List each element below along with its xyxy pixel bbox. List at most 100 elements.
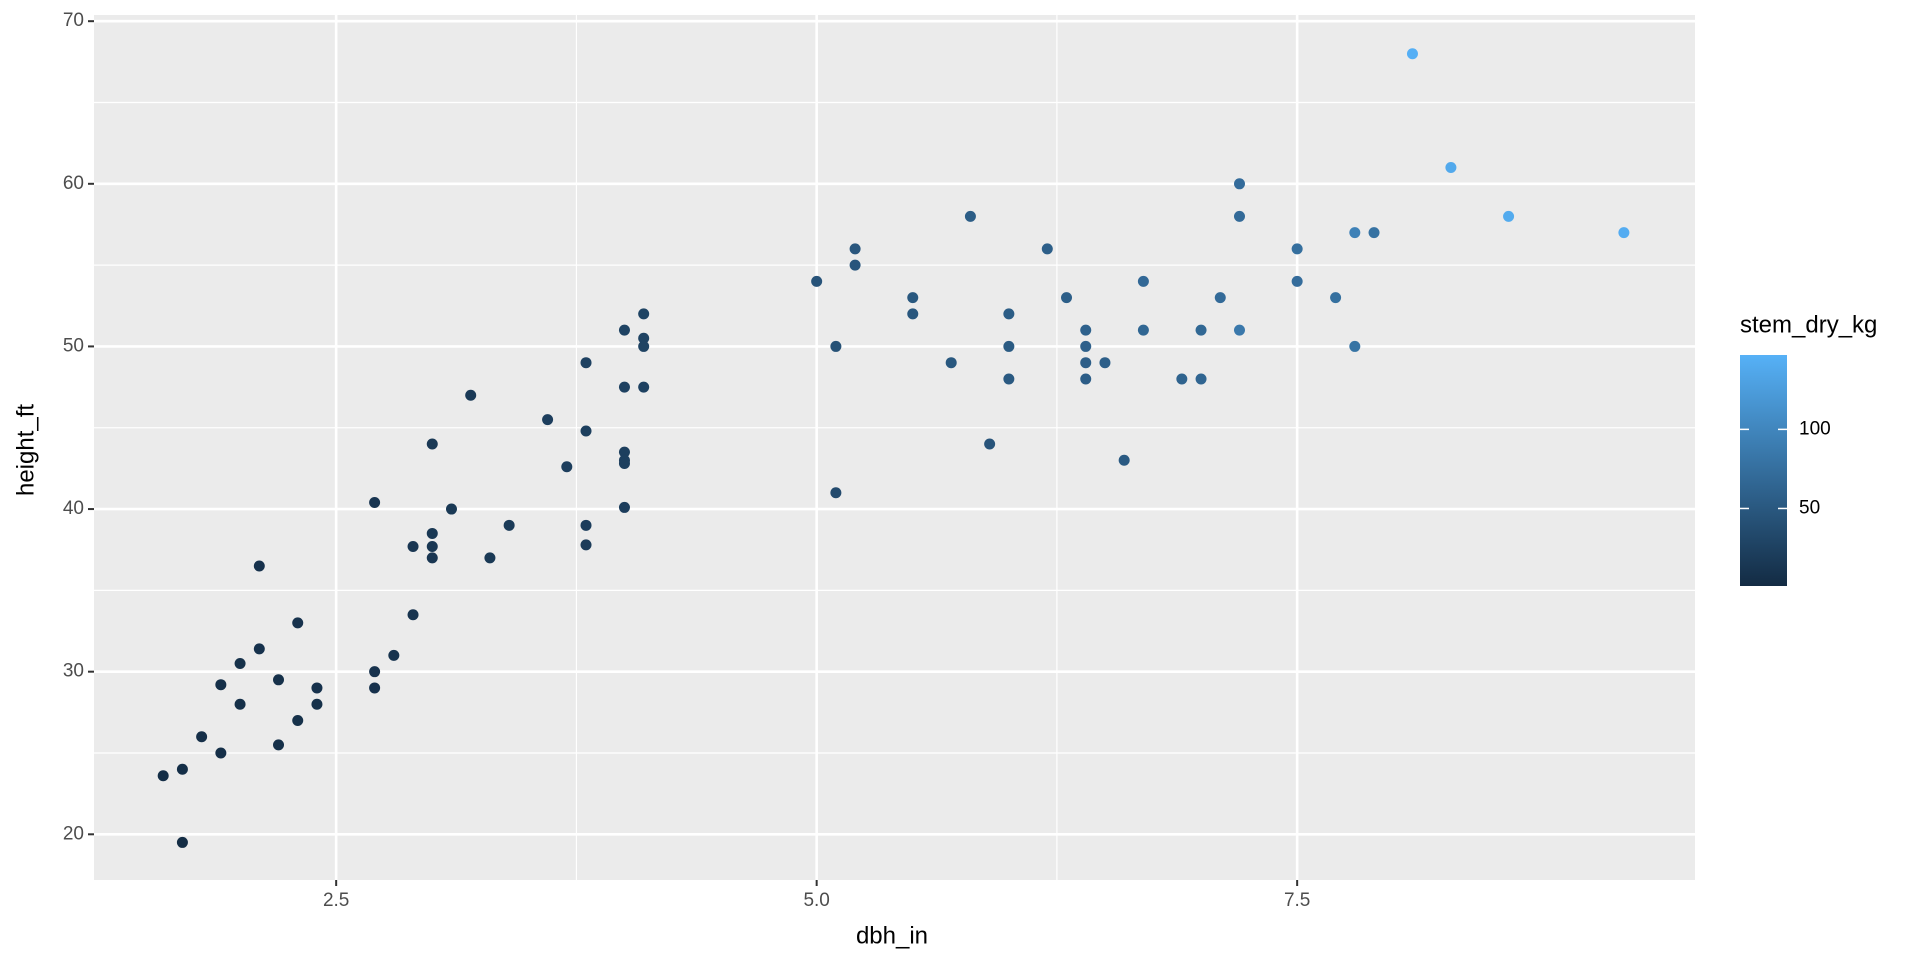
point xyxy=(830,487,842,499)
x-tick-label: 5.0 xyxy=(803,890,829,911)
point xyxy=(369,497,381,509)
colorbar xyxy=(1740,355,1787,586)
point xyxy=(1233,210,1245,222)
point xyxy=(618,324,630,336)
point xyxy=(1368,227,1380,239)
point xyxy=(503,519,515,531)
legend-label: 100 xyxy=(1799,418,1831,439)
point xyxy=(1349,227,1361,239)
point xyxy=(1618,227,1630,239)
point xyxy=(426,527,438,539)
point xyxy=(580,519,592,531)
point xyxy=(426,540,438,552)
point xyxy=(1118,454,1130,466)
point xyxy=(311,682,323,694)
point xyxy=(484,552,496,564)
point xyxy=(465,389,477,401)
point xyxy=(984,438,996,450)
point xyxy=(561,461,573,473)
point xyxy=(1176,373,1188,385)
point xyxy=(830,340,842,352)
point xyxy=(273,674,285,686)
point xyxy=(1349,340,1361,352)
point xyxy=(292,617,304,629)
point xyxy=(907,292,919,304)
point xyxy=(426,552,438,564)
point xyxy=(1291,275,1303,287)
point xyxy=(1406,48,1418,60)
point xyxy=(1080,357,1092,369)
point xyxy=(1503,210,1515,222)
point xyxy=(176,763,188,775)
point xyxy=(580,425,592,437)
point xyxy=(311,698,323,710)
point xyxy=(618,501,630,513)
point xyxy=(1137,275,1149,287)
y-tick-label: 70 xyxy=(63,10,84,31)
point xyxy=(638,340,650,352)
point xyxy=(234,698,246,710)
x-axis-title: dbh_in xyxy=(856,922,928,949)
point xyxy=(580,539,592,551)
point xyxy=(1330,292,1342,304)
x-tick-label: 2.5 xyxy=(323,890,349,911)
point xyxy=(945,357,957,369)
point xyxy=(388,649,400,661)
point xyxy=(407,609,419,621)
point xyxy=(1003,308,1015,320)
y-tick-label: 50 xyxy=(63,335,84,356)
point xyxy=(1080,373,1092,385)
point xyxy=(638,332,650,344)
point xyxy=(215,679,227,691)
y-axis-title: height_ft xyxy=(12,404,39,496)
point xyxy=(157,770,169,782)
point xyxy=(542,414,554,426)
point xyxy=(1214,292,1226,304)
point xyxy=(907,308,919,320)
point xyxy=(196,731,208,743)
point xyxy=(1291,243,1303,255)
point xyxy=(1080,340,1092,352)
point xyxy=(253,643,265,655)
point xyxy=(1080,324,1092,336)
point xyxy=(1445,162,1457,174)
point xyxy=(618,381,630,393)
point xyxy=(1233,178,1245,190)
point xyxy=(1195,324,1207,336)
point xyxy=(618,458,630,470)
legend-title: stem_dry_kg xyxy=(1740,311,1877,338)
point xyxy=(964,210,976,222)
point xyxy=(638,308,650,320)
y-tick-label: 30 xyxy=(63,661,84,682)
point xyxy=(1041,243,1053,255)
point xyxy=(1003,340,1015,352)
legend-label: 50 xyxy=(1799,497,1820,518)
point xyxy=(1195,373,1207,385)
point xyxy=(369,682,381,694)
point xyxy=(426,438,438,450)
point xyxy=(234,658,246,670)
point xyxy=(849,259,861,271)
point xyxy=(369,666,381,678)
point xyxy=(811,275,823,287)
point xyxy=(1061,292,1073,304)
point xyxy=(1137,324,1149,336)
point xyxy=(1099,357,1111,369)
y-tick-label: 20 xyxy=(63,823,84,844)
point xyxy=(176,836,188,848)
point xyxy=(849,243,861,255)
point xyxy=(1003,373,1015,385)
point xyxy=(253,560,265,572)
point xyxy=(407,540,419,552)
point xyxy=(1233,324,1245,336)
point xyxy=(273,739,285,751)
plot-panel xyxy=(94,15,1695,880)
point xyxy=(215,747,227,759)
point xyxy=(638,381,650,393)
point xyxy=(580,357,592,369)
point xyxy=(445,503,457,515)
y-tick-label: 40 xyxy=(63,498,84,519)
point xyxy=(292,714,304,726)
point xyxy=(618,446,630,458)
